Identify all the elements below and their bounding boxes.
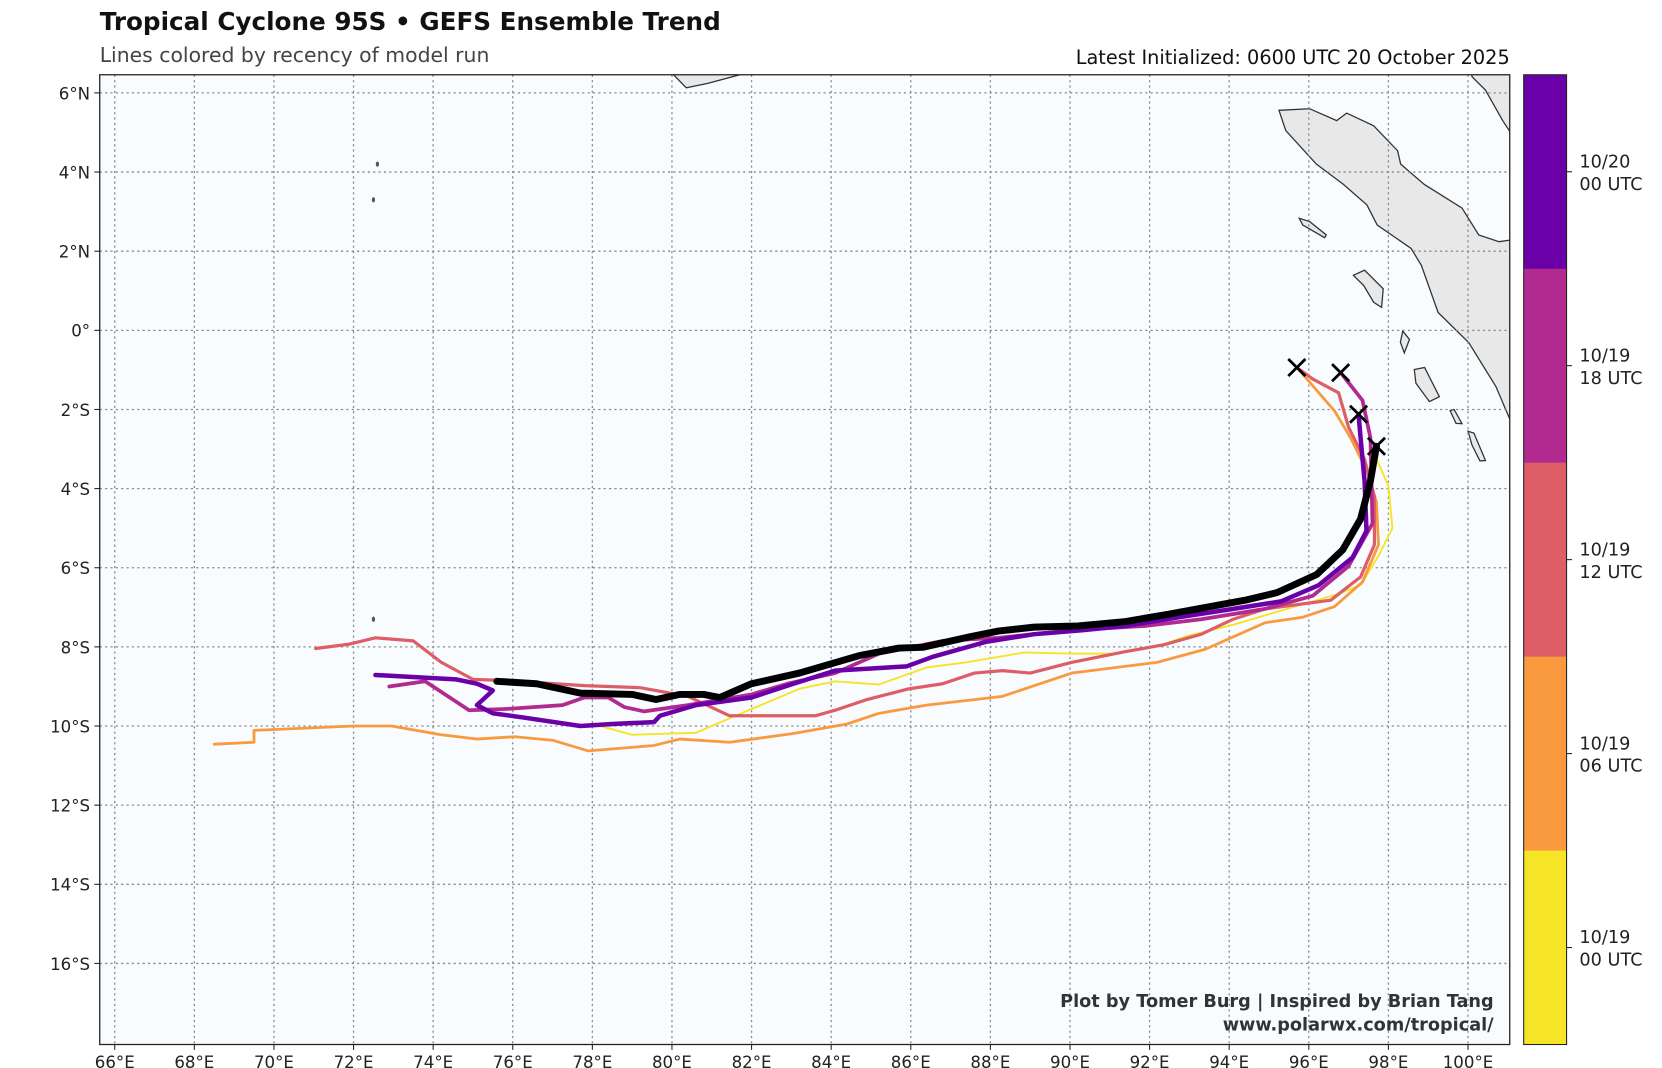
initial-position-x-marker bbox=[1366, 436, 1387, 456]
x-tick-label: 78°E bbox=[572, 1053, 612, 1068]
x-tick-label: 86°E bbox=[891, 1053, 931, 1068]
axis-ticks: 66°E 68°E 70°E 72°E 74°E 76°E 78°E 80°E 82°E 84°E… bbox=[50, 84, 1493, 1068]
chart-title: Tropical Cyclone 95S • GEFS Ensemble Tre… bbox=[100, 7, 721, 36]
colorbar-label-time: 12 UTC bbox=[1579, 563, 1642, 583]
x-tick-label: 96°E bbox=[1289, 1053, 1329, 1068]
batu-island bbox=[1399, 329, 1411, 355]
nias-island bbox=[1352, 269, 1384, 309]
y-tick-label: 12°S bbox=[50, 797, 90, 816]
colorbar-label-time: 00 UTC bbox=[1579, 175, 1642, 195]
y-tick-label: 14°S bbox=[50, 876, 90, 895]
atoll-island bbox=[375, 161, 380, 167]
x-tick-label: 88°E bbox=[970, 1053, 1010, 1068]
x-tick-label: 100°E bbox=[1443, 1053, 1494, 1068]
sumatra-land bbox=[1278, 108, 1510, 421]
colorbar-label-date: 10/19 bbox=[1579, 346, 1630, 366]
x-tick-label: 68°E bbox=[174, 1053, 214, 1068]
land-layer bbox=[371, 74, 1510, 622]
chart-subtitle: Lines colored by recency of model run bbox=[100, 43, 490, 67]
malay-peninsula-land bbox=[1471, 74, 1510, 133]
x-tick-label: 80°E bbox=[652, 1053, 692, 1068]
x-tick-label: 70°E bbox=[254, 1053, 294, 1068]
y-tick-label: 4°N bbox=[59, 163, 90, 182]
colorbar-label-date: 10/19 bbox=[1579, 540, 1630, 560]
colorbar-label-date: 10/20 bbox=[1579, 152, 1630, 172]
track-line-10-19-06 bbox=[212, 366, 1380, 753]
siberut-island bbox=[1413, 366, 1441, 403]
initial-position-x-marker bbox=[1331, 363, 1351, 383]
y-tick-label: 8°S bbox=[61, 638, 90, 657]
x-tick-label: 92°E bbox=[1130, 1053, 1170, 1068]
track-line-10-20-00 bbox=[373, 411, 1369, 729]
track-layer bbox=[212, 358, 1394, 753]
x-tick-label: 90°E bbox=[1050, 1053, 1090, 1068]
gridlines bbox=[99, 74, 1510, 1045]
track-line-10-20-06 bbox=[493, 442, 1380, 704]
x-tick-label: 84°E bbox=[811, 1053, 851, 1068]
x-marker-stroke bbox=[1366, 436, 1387, 456]
x-tick-label: 72°E bbox=[334, 1053, 374, 1068]
track-line-10-19-00 bbox=[599, 453, 1394, 736]
y-tick-label: 10°S bbox=[50, 717, 90, 736]
x-marker-stroke bbox=[1287, 358, 1307, 378]
y-tick-label: 2°S bbox=[61, 401, 90, 420]
y-tick-label: 16°S bbox=[50, 955, 90, 974]
colorbar-label-time: 00 UTC bbox=[1579, 951, 1642, 971]
colorbar-label-time: 18 UTC bbox=[1579, 369, 1642, 389]
atoll-island bbox=[371, 616, 376, 622]
x-marker-stroke bbox=[1348, 404, 1369, 424]
colorbar-segment bbox=[1523, 74, 1567, 270]
pagai-island bbox=[1467, 430, 1487, 462]
colorbar-segment bbox=[1523, 850, 1567, 1046]
colorbar-label-time: 06 UTC bbox=[1579, 757, 1642, 777]
plot-frame bbox=[99, 74, 1511, 1046]
x-marker-stroke bbox=[1331, 363, 1351, 383]
map-background bbox=[99, 74, 1510, 1045]
colorbar-segment bbox=[1523, 462, 1567, 658]
colorbar-frame bbox=[1523, 74, 1568, 1046]
sri-lanka-land bbox=[672, 74, 741, 89]
credit-line-1: Plot by Tomer Burg | Inspired by Brian T… bbox=[1060, 992, 1494, 1012]
x-tick-label: 76°E bbox=[493, 1053, 533, 1068]
initial-position-x-marker bbox=[1287, 358, 1307, 378]
y-tick-label: 4°S bbox=[61, 480, 90, 499]
track-line-10-19-18 bbox=[387, 370, 1375, 714]
x-tick-label: 98°E bbox=[1368, 1053, 1408, 1068]
x-tick-label: 82°E bbox=[732, 1053, 772, 1068]
track-line-10-19-12 bbox=[314, 365, 1377, 718]
x-tick-label: 74°E bbox=[413, 1053, 453, 1068]
colorbar-label-date: 10/19 bbox=[1579, 928, 1630, 948]
colorbar-segment bbox=[1523, 268, 1567, 464]
credit-line-2: www.polarwx.com/tropical/ bbox=[1223, 1016, 1495, 1036]
x-tick-label: 66°E bbox=[95, 1053, 135, 1068]
y-tick-label: 6°N bbox=[59, 84, 90, 103]
colorbar-segment bbox=[1523, 656, 1567, 852]
colorbar: 10/20 00 UTC 10/19 18 UTC 10/19 12 UTC 10/19 06… bbox=[1523, 74, 1643, 1046]
y-tick-label: 6°S bbox=[61, 559, 90, 578]
latest-initialized: Latest Initialized: 0600 UTC 20 October … bbox=[1076, 46, 1510, 69]
initial-position-x-marker bbox=[1348, 404, 1369, 424]
atoll-island bbox=[371, 197, 376, 203]
simeulue-island bbox=[1297, 217, 1328, 239]
y-tick-label: 2°N bbox=[59, 243, 90, 262]
y-tick-label: 0° bbox=[71, 322, 90, 341]
x-tick-label: 94°E bbox=[1209, 1053, 1249, 1068]
colorbar-label-date: 10/19 bbox=[1579, 734, 1630, 754]
